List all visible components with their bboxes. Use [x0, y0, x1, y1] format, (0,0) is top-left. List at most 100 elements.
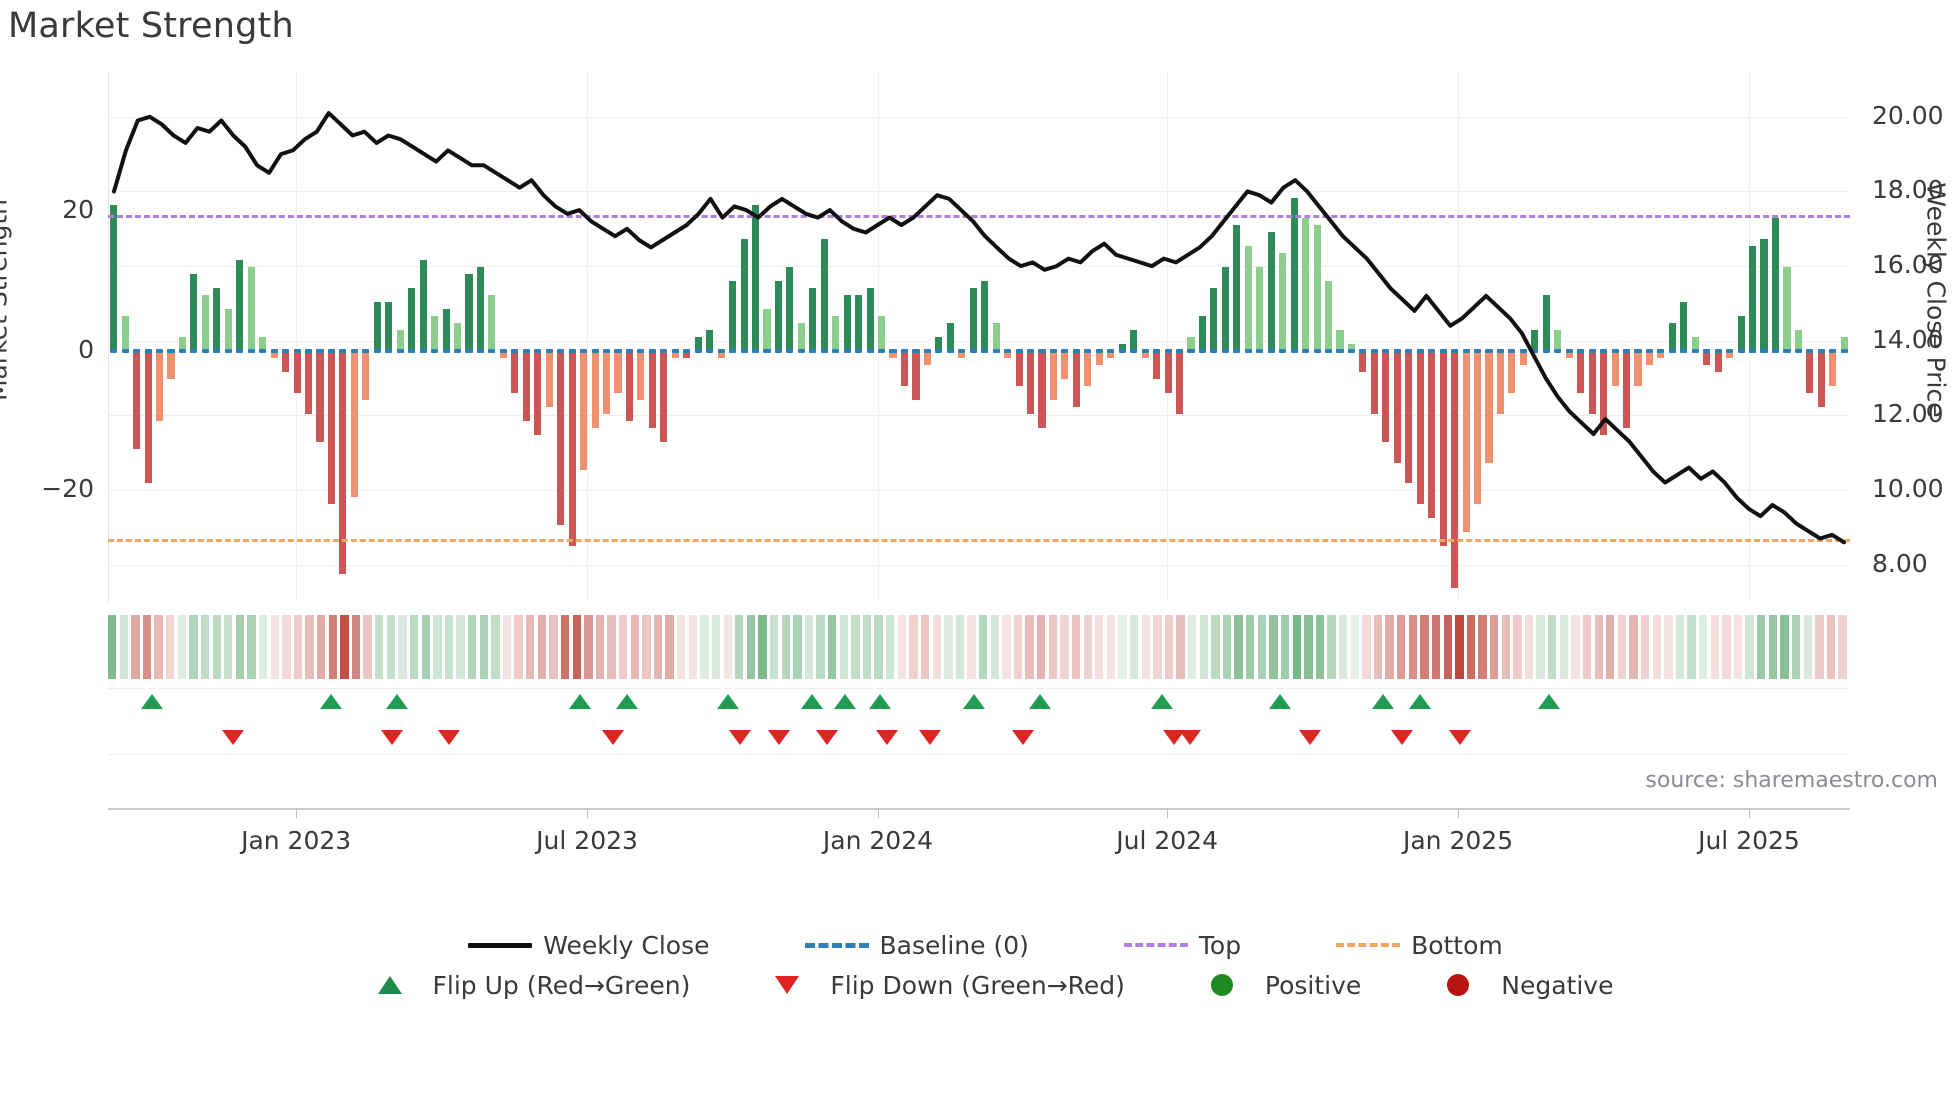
- legend-item-label: Flip Down (Green→Red): [830, 970, 1125, 1000]
- strength-bar: [453, 323, 462, 351]
- baseline-tick: [213, 348, 221, 353]
- heatmap-cell: [793, 615, 802, 679]
- heatmap-cell: [154, 615, 163, 679]
- heatmap-cell: [1524, 615, 1534, 679]
- right-axis-label: Weekly Close Price: [1921, 182, 1951, 418]
- heatmap-cell: [1513, 615, 1522, 679]
- baseline-tick: [316, 348, 324, 353]
- baseline-tick: [820, 348, 828, 353]
- strength-bar: [327, 350, 336, 505]
- strength-bar: [442, 309, 450, 351]
- strength-bar: [1210, 288, 1218, 351]
- baseline-tick: [247, 348, 255, 353]
- legend-item[interactable]: Baseline (0): [794, 931, 1029, 960]
- strength-bar: [1840, 337, 1848, 351]
- baseline-tick: [1714, 348, 1722, 353]
- strength-heatmap-strip: [108, 615, 1850, 679]
- baseline-tick: [1622, 348, 1631, 353]
- baseline-tick: [763, 348, 771, 353]
- flip-up-marker: [1269, 694, 1292, 709]
- strength-bar: [1726, 350, 1734, 358]
- flip-down-marker: [816, 730, 839, 745]
- legend-item[interactable]: Bottom: [1325, 931, 1503, 960]
- baseline-tick: [1290, 348, 1298, 353]
- right-tick-0: 20.00: [1872, 100, 1944, 130]
- baseline-tick: [1806, 348, 1814, 353]
- x-tick-label-4: Jan 2025: [1402, 826, 1514, 855]
- baseline-tick: [305, 348, 313, 353]
- baseline-tick: [1072, 348, 1080, 353]
- legend-item[interactable]: Positive: [1179, 971, 1361, 1000]
- baseline-tick: [396, 348, 404, 353]
- strength-bar: [419, 260, 427, 351]
- strength-bar: [499, 350, 507, 358]
- heatmap-cell: [1466, 615, 1476, 679]
- heatmap-cell: [572, 615, 581, 679]
- baseline-tick: [1439, 348, 1447, 353]
- heatmap-cell: [514, 615, 523, 679]
- legend-item[interactable]: Weekly Close: [457, 931, 710, 960]
- baseline-tick: [476, 348, 484, 353]
- baseline-tick: [419, 348, 427, 353]
- flip-up-marker: [1028, 694, 1051, 709]
- heatmap-cell: [932, 615, 941, 679]
- gridline-6: [108, 564, 1850, 566]
- baseline-tick: [992, 348, 1000, 353]
- legend-line-icon: [468, 942, 533, 948]
- heatmap-cell: [1722, 615, 1731, 679]
- legend-item[interactable]: Negative: [1415, 971, 1613, 1000]
- strength-bar: [408, 288, 416, 351]
- legend-item[interactable]: Flip Up (Red→Green): [347, 971, 690, 1000]
- heatmap-cell: [526, 615, 535, 679]
- heatmap-cell: [990, 615, 999, 679]
- baseline-tick: [1840, 348, 1848, 353]
- legend-item[interactable]: Top: [1113, 931, 1241, 960]
- baseline-tick: [1680, 348, 1688, 353]
- baseline-tick: [1829, 348, 1837, 353]
- baseline-tick: [1095, 348, 1103, 353]
- baseline-tick: [1462, 348, 1470, 353]
- legend-item[interactable]: Flip Down (Green→Red): [744, 971, 1125, 1000]
- strength-bar: [740, 239, 748, 351]
- strength-bar: [1084, 350, 1092, 386]
- flip-up-marker: [140, 694, 163, 709]
- strength-bar: [706, 330, 714, 351]
- heatmap-cell: [1757, 615, 1766, 679]
- baseline-tick: [373, 348, 381, 353]
- heatmap-cell: [944, 615, 953, 679]
- heatmap-cell: [642, 615, 651, 679]
- baseline-tick: [1244, 348, 1252, 353]
- baseline-tick: [1485, 348, 1493, 353]
- strength-bar: [1164, 350, 1172, 393]
- strength-bar: [763, 309, 771, 351]
- x-tick-label-0: Jan 2023: [241, 826, 352, 855]
- heatmap-cell: [839, 615, 848, 679]
- strength-bar: [614, 350, 622, 393]
- baseline-tick: [1611, 348, 1619, 353]
- strength-bar: [1027, 350, 1035, 414]
- baseline-tick: [648, 348, 656, 353]
- strength-bar: [1680, 302, 1688, 351]
- baseline-tick: [683, 348, 691, 353]
- heatmap-cell: [1048, 615, 1058, 679]
- heatmap-cell: [1060, 615, 1069, 679]
- heatmap-cell: [711, 615, 721, 679]
- baseline-tick: [1428, 348, 1436, 353]
- x-axis-line: [108, 808, 1850, 810]
- baseline-tick: [465, 348, 473, 353]
- baseline-tick: [488, 348, 496, 353]
- heatmap-cell: [1652, 615, 1661, 679]
- baseline-tick: [694, 348, 702, 353]
- baseline-tick: [706, 348, 714, 353]
- strength-bar: [1691, 337, 1699, 351]
- heatmap-cell: [1292, 615, 1301, 679]
- heatmap-cell: [1420, 615, 1429, 679]
- triangle-up-icon: [377, 976, 402, 994]
- flip-up-marker: [319, 694, 342, 709]
- strength-bar: [465, 274, 473, 351]
- baseline-tick: [1645, 348, 1653, 353]
- strength-bar: [729, 281, 737, 351]
- strength-bar: [431, 316, 439, 351]
- heatmap-cell: [328, 615, 337, 679]
- heatmap-cell: [1176, 615, 1185, 679]
